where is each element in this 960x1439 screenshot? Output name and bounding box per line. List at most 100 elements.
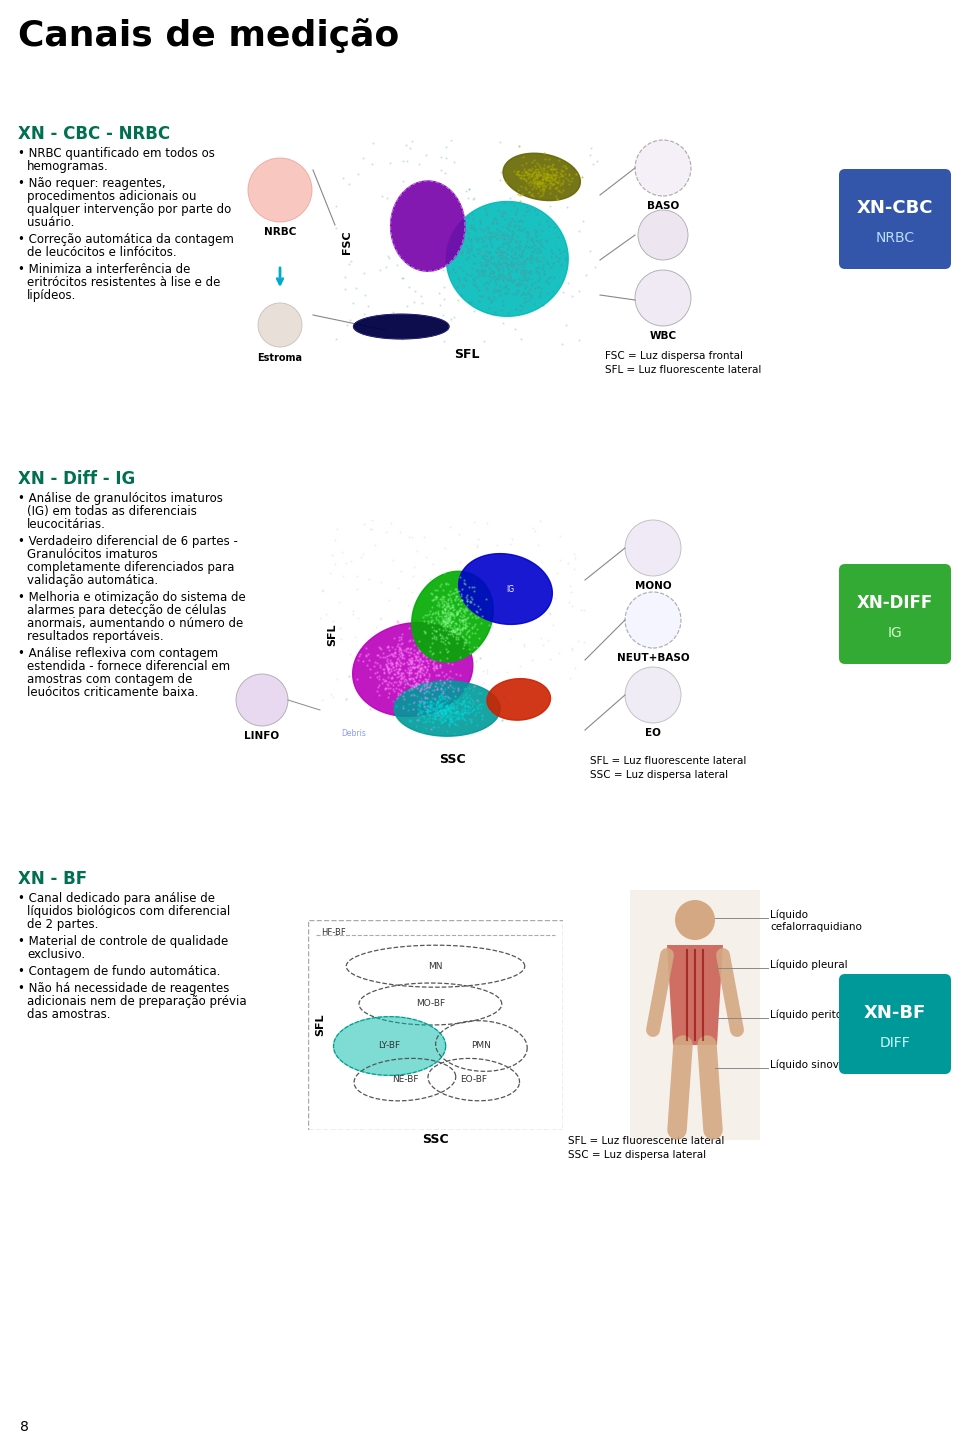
- Point: [521, 163, 537, 186]
- Point: [420, 669, 435, 692]
- Point: [453, 242, 468, 265]
- Point: [443, 707, 458, 730]
- Point: [413, 698, 428, 721]
- Point: [451, 580, 467, 603]
- Point: [431, 626, 446, 649]
- Point: [401, 661, 417, 684]
- Point: [424, 610, 440, 633]
- Point: [398, 640, 414, 663]
- Point: [547, 158, 563, 181]
- Point: [441, 707, 456, 730]
- Point: [434, 695, 449, 718]
- Point: [443, 606, 458, 629]
- Point: [408, 622, 423, 645]
- Point: [500, 269, 516, 292]
- Point: [447, 260, 463, 283]
- Point: [395, 666, 410, 689]
- Point: [455, 689, 470, 712]
- Circle shape: [635, 271, 691, 327]
- Polygon shape: [412, 571, 493, 662]
- Point: [516, 235, 532, 258]
- Point: [416, 699, 431, 722]
- Point: [508, 229, 523, 252]
- Point: [424, 707, 440, 730]
- Point: [490, 226, 505, 249]
- Point: [479, 278, 494, 301]
- Point: [450, 626, 466, 649]
- Point: [494, 204, 510, 227]
- Point: [430, 609, 445, 632]
- Point: [492, 252, 508, 275]
- Point: [493, 161, 509, 184]
- Point: [534, 168, 549, 191]
- Point: [530, 171, 545, 194]
- Point: [438, 604, 453, 627]
- Point: [559, 196, 574, 219]
- Point: [530, 170, 545, 193]
- Point: [369, 317, 384, 340]
- Point: [457, 689, 472, 712]
- Point: [426, 587, 442, 610]
- Point: [442, 607, 457, 630]
- Point: [513, 245, 528, 268]
- Point: [570, 630, 586, 653]
- Point: [515, 253, 530, 276]
- Point: [418, 694, 433, 717]
- Point: [408, 672, 423, 695]
- Point: [514, 167, 529, 190]
- Point: [431, 594, 446, 617]
- Point: [425, 642, 441, 665]
- Point: [413, 695, 428, 718]
- Point: [540, 282, 555, 305]
- Point: [536, 168, 551, 191]
- Point: [445, 696, 461, 720]
- Point: [409, 665, 424, 688]
- Point: [428, 672, 444, 695]
- Point: [544, 153, 560, 176]
- Point: [535, 171, 550, 194]
- Point: [425, 627, 441, 650]
- Point: [432, 593, 447, 616]
- Point: [516, 281, 531, 304]
- Point: [556, 164, 571, 187]
- Point: [454, 239, 469, 262]
- Point: [415, 669, 430, 692]
- Point: [494, 243, 510, 266]
- Point: [444, 243, 460, 266]
- Point: [389, 629, 404, 652]
- Point: [447, 260, 463, 283]
- Point: [455, 229, 470, 252]
- Point: [516, 217, 532, 240]
- Point: [449, 714, 465, 737]
- Point: [379, 635, 395, 658]
- Point: [532, 281, 547, 304]
- Point: [465, 256, 480, 279]
- Point: [511, 235, 526, 258]
- Point: [381, 661, 396, 684]
- Point: [424, 596, 440, 619]
- Text: SFL: SFL: [327, 623, 337, 646]
- Point: [388, 662, 403, 685]
- Point: [454, 625, 469, 648]
- Point: [446, 688, 462, 711]
- Point: [383, 511, 398, 534]
- Point: [415, 639, 430, 662]
- Point: [479, 662, 494, 685]
- Point: [465, 689, 480, 712]
- Point: [423, 699, 439, 722]
- Point: [349, 648, 365, 671]
- Point: [419, 671, 434, 694]
- Point: [380, 655, 396, 678]
- Point: [492, 275, 508, 298]
- Point: [402, 640, 418, 663]
- Point: [492, 242, 508, 265]
- Point: [532, 509, 547, 532]
- Point: [384, 653, 399, 676]
- Point: [474, 242, 490, 265]
- Point: [540, 629, 556, 652]
- Point: [516, 286, 532, 309]
- Point: [497, 201, 513, 224]
- Text: IG: IG: [507, 584, 515, 593]
- Text: exclusivo.: exclusivo.: [27, 948, 85, 961]
- Point: [489, 227, 504, 250]
